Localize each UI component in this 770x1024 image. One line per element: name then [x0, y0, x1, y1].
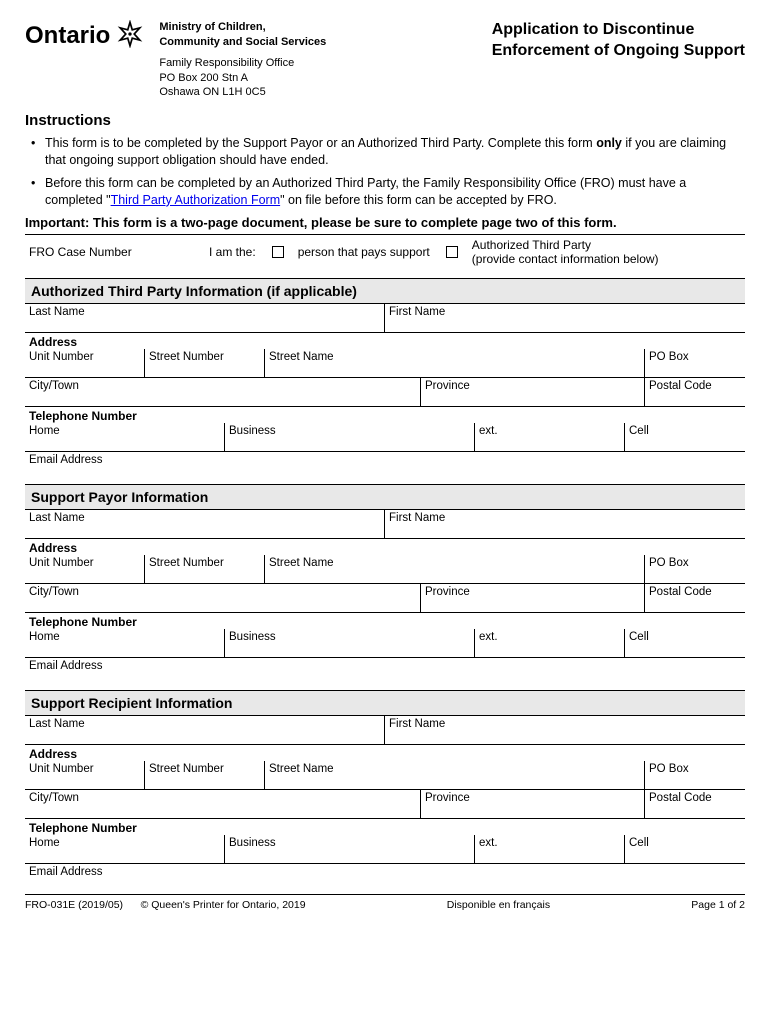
header-block: Ontario Ministry of Children, Community …: [25, 20, 745, 100]
footer-center: Disponible en français: [447, 899, 550, 911]
payor-name-row: Last Name First Name: [25, 510, 745, 539]
payor-postal[interactable]: Postal Code: [645, 584, 745, 612]
atp-email[interactable]: Email Address: [25, 452, 745, 484]
atp-unit[interactable]: Unit Number: [25, 349, 145, 377]
atp-tel-row: Home Business ext. Cell: [25, 423, 745, 452]
section-recipient-header: Support Recipient Information: [25, 690, 745, 716]
fro-case-label: FRO Case Number: [29, 245, 199, 259]
payor-address-row2: City/Town Province Postal Code: [25, 584, 745, 613]
recipient-postal[interactable]: Postal Code: [645, 790, 745, 818]
payor-address-label: Address: [25, 539, 745, 555]
atp-first-name[interactable]: First Name: [385, 304, 745, 332]
recipient-tel-row: Home Business ext. Cell: [25, 835, 745, 864]
important-notice: Important: This form is a two-page docum…: [25, 215, 745, 230]
logo-area: Ontario: [25, 20, 144, 51]
payor-address-row1: Unit Number Street Number Street Name PO…: [25, 555, 745, 584]
recipient-street-num[interactable]: Street Number: [145, 761, 265, 789]
recipient-address-row2: City/Town Province Postal Code: [25, 790, 745, 819]
atp-name-row: Last Name First Name: [25, 304, 745, 333]
recipient-address-row1: Unit Number Street Number Street Name PO…: [25, 761, 745, 790]
recipient-email[interactable]: Email Address: [25, 864, 745, 888]
atp-city[interactable]: City/Town: [25, 378, 421, 406]
atp-province[interactable]: Province: [421, 378, 645, 406]
ministry-info: Ministry of Children, Community and Soci…: [159, 20, 476, 100]
recipient-street-name[interactable]: Street Name: [265, 761, 645, 789]
payor-ext[interactable]: ext.: [475, 629, 625, 657]
instruction-1: This form is to be completed by the Supp…: [25, 135, 745, 169]
atp-tel-label: Telephone Number: [25, 407, 745, 423]
recipient-last-name[interactable]: Last Name: [25, 716, 385, 744]
ministry-line1: Ministry of Children,: [159, 21, 265, 33]
payor-first-name[interactable]: First Name: [385, 510, 745, 538]
form-title: Application to Discontinue Enforcement o…: [492, 20, 745, 62]
option-pays-support: person that pays support: [298, 245, 430, 259]
atp-last-name[interactable]: Last Name: [25, 304, 385, 332]
title-line1: Application to Discontinue: [492, 20, 745, 41]
payor-tel-label: Telephone Number: [25, 613, 745, 629]
payor-city[interactable]: City/Town: [25, 584, 421, 612]
ministry-line2: Community and Social Services: [159, 36, 326, 48]
trillium-icon: [116, 20, 144, 51]
footer-right: Page 1 of 2: [691, 899, 745, 911]
i-am-the-label: I am the:: [209, 245, 256, 259]
recipient-business[interactable]: Business: [225, 835, 475, 863]
payor-province[interactable]: Province: [421, 584, 645, 612]
recipient-pobox[interactable]: PO Box: [645, 761, 745, 789]
recipient-first-name[interactable]: First Name: [385, 716, 745, 744]
payor-email[interactable]: Email Address: [25, 658, 745, 690]
instructions-list: This form is to be completed by the Supp…: [25, 135, 745, 209]
atp-street-name[interactable]: Street Name: [265, 349, 645, 377]
atp-ext[interactable]: ext.: [475, 423, 625, 451]
checkbox-third-party[interactable]: [446, 246, 458, 258]
atp-business[interactable]: Business: [225, 423, 475, 451]
title-line2: Enforcement of Ongoing Support: [492, 41, 745, 62]
footer-left: FRO-031E (2019/05) © Queen's Printer for…: [25, 899, 306, 911]
recipient-home[interactable]: Home: [25, 835, 225, 863]
payor-pobox[interactable]: PO Box: [645, 555, 745, 583]
atp-address-row2: City/Town Province Postal Code: [25, 378, 745, 407]
instruction-2: Before this form can be completed by an …: [25, 175, 745, 209]
recipient-unit[interactable]: Unit Number: [25, 761, 145, 789]
addr-line3: Oshawa ON L1H 0C5: [159, 85, 476, 100]
payor-street-num[interactable]: Street Number: [145, 555, 265, 583]
footer: FRO-031E (2019/05) © Queen's Printer for…: [25, 894, 745, 911]
addr-line2: PO Box 200 Stn A: [159, 71, 476, 86]
recipient-province[interactable]: Province: [421, 790, 645, 818]
third-party-auth-link[interactable]: Third Party Authorization Form: [111, 193, 281, 207]
recipient-city[interactable]: City/Town: [25, 790, 421, 818]
checkbox-pays-support[interactable]: [272, 246, 284, 258]
recipient-address-label: Address: [25, 745, 745, 761]
payor-tel-row: Home Business ext. Cell: [25, 629, 745, 658]
payor-home[interactable]: Home: [25, 629, 225, 657]
recipient-name-row: Last Name First Name: [25, 716, 745, 745]
instructions-heading: Instructions: [25, 112, 745, 129]
payor-last-name[interactable]: Last Name: [25, 510, 385, 538]
payor-street-name[interactable]: Street Name: [265, 555, 645, 583]
atp-address-label: Address: [25, 333, 745, 349]
atp-home[interactable]: Home: [25, 423, 225, 451]
atp-pobox[interactable]: PO Box: [645, 349, 745, 377]
recipient-cell[interactable]: Cell: [625, 835, 745, 863]
option-third-party: Authorized Third Party (provide contact …: [472, 238, 659, 266]
atp-street-num[interactable]: Street Number: [145, 349, 265, 377]
payor-business[interactable]: Business: [225, 629, 475, 657]
addr-line1: Family Responsibility Office: [159, 56, 476, 71]
atp-cell[interactable]: Cell: [625, 423, 745, 451]
payor-cell[interactable]: Cell: [625, 629, 745, 657]
payor-unit[interactable]: Unit Number: [25, 555, 145, 583]
section-atp-header: Authorized Third Party Information (if a…: [25, 278, 745, 304]
recipient-tel-label: Telephone Number: [25, 819, 745, 835]
fro-case-row: FRO Case Number I am the: person that pa…: [25, 235, 745, 278]
atp-address-row1: Unit Number Street Number Street Name PO…: [25, 349, 745, 378]
recipient-ext[interactable]: ext.: [475, 835, 625, 863]
atp-postal[interactable]: Postal Code: [645, 378, 745, 406]
section-payor-header: Support Payor Information: [25, 484, 745, 510]
ontario-wordmark: Ontario: [25, 22, 110, 50]
